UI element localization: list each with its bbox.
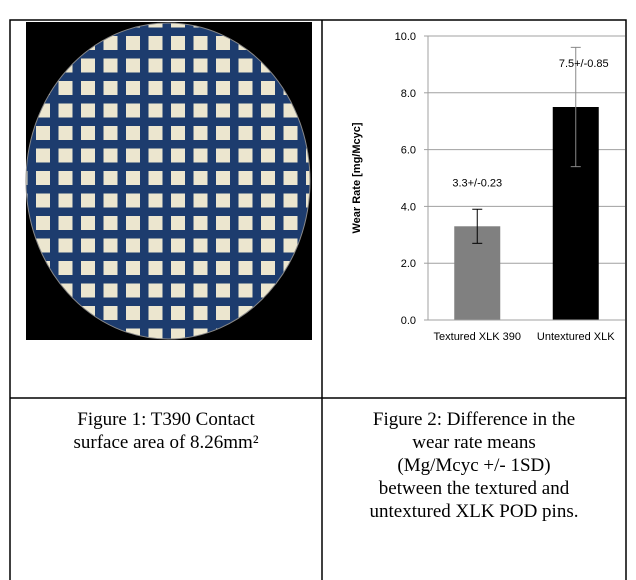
- y-tick-label: 8.0: [401, 88, 416, 100]
- y-tick-label: 4.0: [401, 201, 416, 213]
- caption-line: (Mg/Mcyc +/- 1SD): [397, 455, 550, 476]
- caption-line: Figure 2: Difference in the: [373, 409, 575, 430]
- caption-line: surface area of 8.26mm²: [73, 432, 258, 453]
- x-tick-label: Untextured XLK: [537, 331, 615, 343]
- y-axis-label: Wear Rate [mg/Mcyc]: [351, 122, 363, 233]
- value-label: 7.5+/-0.85: [559, 58, 609, 70]
- x-tick-label: Textured XLK 390: [434, 331, 521, 343]
- textured-surface: [26, 23, 310, 339]
- y-tick-label: 0.0: [401, 315, 416, 327]
- caption-line: Figure 1: T390 Contact: [77, 409, 255, 430]
- value-label: 3.3+/-0.23: [452, 177, 502, 189]
- y-tick-label: 6.0: [401, 145, 416, 157]
- caption-line: between the textured and: [379, 478, 570, 499]
- y-tick-label: 2.0: [401, 258, 416, 270]
- caption-line: untextured XLK POD pins.: [370, 501, 579, 522]
- page: Wear Rate [mg/Mcyc] Figure 1: T390 Conta…: [0, 0, 636, 580]
- caption-line: wear rate means: [412, 432, 535, 453]
- y-tick-label: 10.0: [395, 31, 416, 43]
